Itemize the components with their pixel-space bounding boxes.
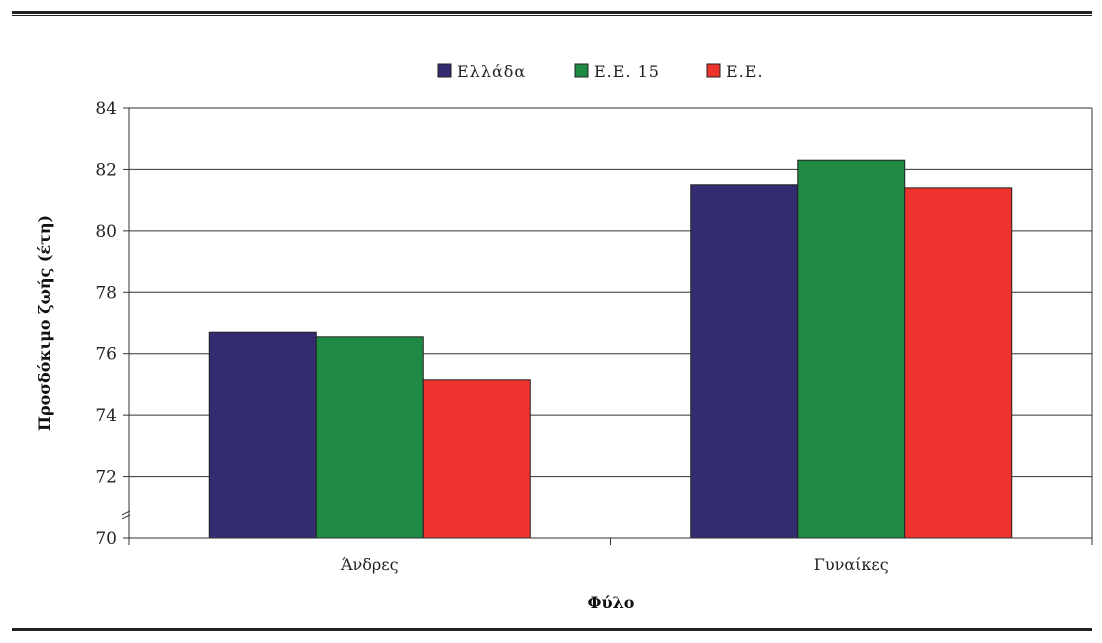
axes-group: [121, 108, 1093, 545]
legend-label: Ελλάδα: [457, 62, 526, 81]
legend-label: Ε.Ε.: [726, 62, 764, 81]
x-category-label: Γυναίκες: [814, 555, 889, 574]
x-axis-title: Φύλο: [588, 593, 635, 612]
bar: [797, 159, 906, 539]
y-axis-title: Προσδόκιμο ζωής (έτη): [35, 215, 54, 431]
bar: [904, 187, 1013, 539]
x-category-labels: Άνδρες Γυναίκες: [340, 555, 889, 574]
top-rule-thin: [12, 15, 1092, 16]
legend-swatch: [706, 63, 721, 78]
y-tick-label: 84: [95, 99, 117, 119]
y-tick-labels: 70 72 74 76 78 80 82 84: [95, 99, 117, 549]
bar: [315, 336, 424, 539]
y-tick-label: 76: [95, 345, 117, 365]
bars-group: [208, 159, 1013, 539]
bar: [422, 379, 531, 539]
axis-break-mark: [121, 510, 131, 520]
legend-label: Ε.Ε. 15: [594, 62, 660, 81]
legend: Ελλάδα Ε.Ε. 15 Ε.Ε.: [437, 62, 764, 81]
y-tick-label: 70: [95, 529, 117, 549]
y-tick-label: 80: [95, 222, 117, 242]
bar: [208, 331, 317, 539]
y-tick-label: 78: [95, 283, 117, 303]
top-rule: [12, 11, 1092, 14]
bottom-rule: [12, 628, 1092, 631]
x-category-label: Άνδρες: [340, 555, 399, 574]
y-tick-label: 72: [95, 468, 117, 488]
legend-swatch: [437, 63, 452, 78]
bar: [690, 184, 799, 539]
y-tick-label: 74: [95, 406, 117, 426]
y-tick-label: 82: [95, 160, 117, 180]
legend-swatch: [574, 63, 589, 78]
